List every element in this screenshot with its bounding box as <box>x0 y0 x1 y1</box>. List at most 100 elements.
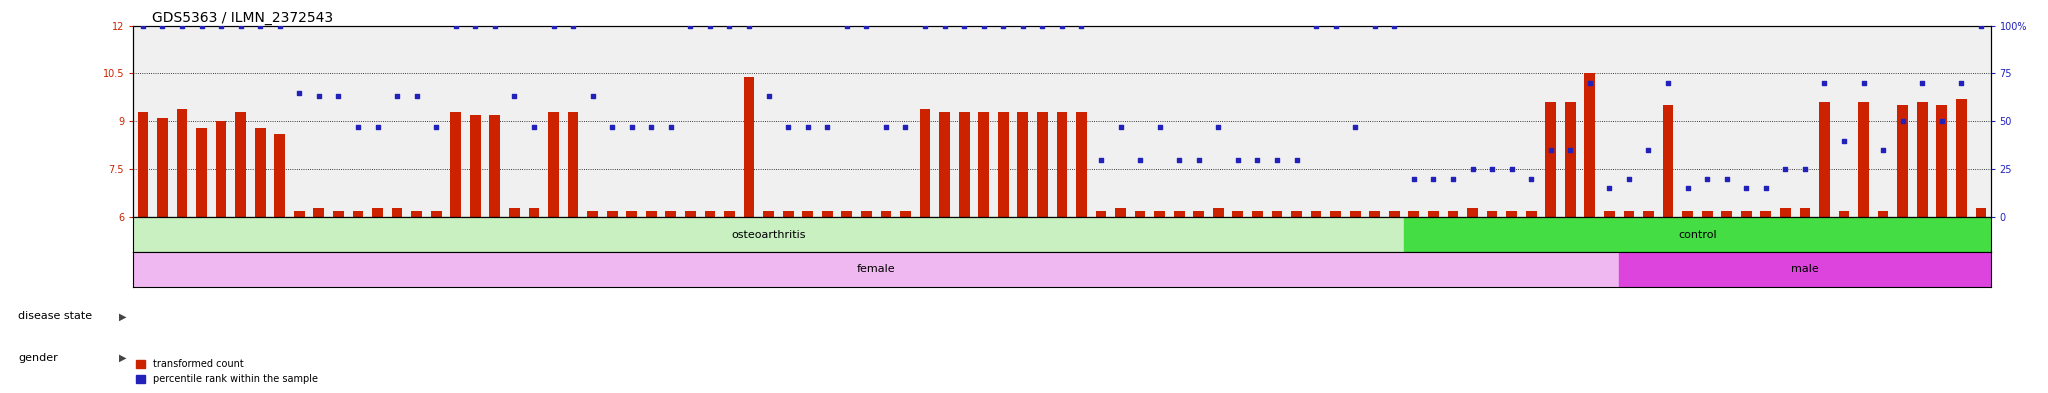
Bar <box>528 208 539 217</box>
Text: control: control <box>1677 230 1716 240</box>
Point <box>674 22 707 29</box>
Bar <box>1075 112 1087 217</box>
Bar <box>510 208 520 217</box>
Bar <box>197 128 207 217</box>
Point <box>1026 22 1059 29</box>
Bar <box>803 211 813 217</box>
Point <box>166 22 199 29</box>
Point <box>1163 156 1196 163</box>
Point <box>244 22 276 29</box>
Bar <box>1311 211 1321 217</box>
Point <box>889 124 922 130</box>
Point <box>440 22 473 29</box>
Bar <box>313 208 324 217</box>
Point <box>928 22 961 29</box>
Bar <box>979 112 989 217</box>
Bar <box>391 208 403 217</box>
Bar <box>684 211 696 217</box>
Point <box>967 22 999 29</box>
Point <box>1085 156 1118 163</box>
Point <box>1202 124 1235 130</box>
Bar <box>334 211 344 217</box>
Point <box>987 22 1020 29</box>
Point <box>1241 156 1274 163</box>
Bar <box>1526 211 1536 217</box>
Bar <box>133 252 1620 287</box>
Point <box>1534 147 1567 153</box>
Bar <box>1761 211 1772 217</box>
Point <box>1104 124 1137 130</box>
Point <box>1417 176 1450 182</box>
Text: ▶: ▶ <box>119 353 127 363</box>
Point <box>1964 22 1997 29</box>
Text: male: male <box>1792 264 1819 274</box>
Bar <box>627 211 637 217</box>
Bar <box>1135 211 1145 217</box>
Point <box>342 124 375 130</box>
Point <box>655 124 688 130</box>
Point <box>733 22 766 29</box>
Point <box>1262 156 1294 163</box>
Point <box>420 124 453 130</box>
Point <box>1006 22 1038 29</box>
Point <box>850 22 883 29</box>
Bar <box>1819 102 1829 217</box>
Point <box>283 90 315 96</box>
Bar <box>940 112 950 217</box>
Point <box>1808 80 1841 86</box>
Bar <box>1642 211 1655 217</box>
Bar <box>1917 102 1927 217</box>
Bar <box>352 211 362 217</box>
Point <box>1886 118 1919 125</box>
Point <box>479 22 512 29</box>
Bar <box>489 115 500 217</box>
Point <box>1477 166 1509 173</box>
Point <box>1671 185 1704 192</box>
Point <box>1827 138 1860 144</box>
Bar <box>1565 102 1575 217</box>
Point <box>1593 185 1626 192</box>
Point <box>596 124 629 130</box>
Point <box>1554 147 1587 153</box>
Bar <box>412 211 422 217</box>
Point <box>1710 176 1743 182</box>
Bar <box>705 211 715 217</box>
Bar <box>1233 211 1243 217</box>
Bar <box>1956 99 1966 217</box>
Bar <box>295 211 305 217</box>
Point <box>1065 22 1098 29</box>
Text: disease state: disease state <box>18 311 92 321</box>
Bar <box>1620 252 1991 287</box>
Point <box>1731 185 1763 192</box>
Bar <box>1720 211 1733 217</box>
Bar <box>1036 112 1049 217</box>
Text: GDS5363 / ILMN_2372543: GDS5363 / ILMN_2372543 <box>152 11 334 24</box>
Point <box>1632 147 1665 153</box>
Text: gender: gender <box>18 353 57 363</box>
Bar <box>1018 112 1028 217</box>
Bar <box>158 118 168 217</box>
Bar <box>176 108 186 217</box>
Point <box>1788 166 1821 173</box>
Legend: transformed count, percentile rank within the sample: transformed count, percentile rank withi… <box>131 356 322 388</box>
Bar <box>549 112 559 217</box>
Bar <box>782 211 793 217</box>
Point <box>870 124 903 130</box>
Point <box>1925 118 1958 125</box>
Bar <box>1448 211 1458 217</box>
Text: ▶: ▶ <box>119 311 127 321</box>
Bar <box>469 115 481 217</box>
Point <box>614 124 647 130</box>
Bar <box>920 108 930 217</box>
Point <box>811 124 844 130</box>
Bar <box>1466 208 1479 217</box>
Bar <box>1116 208 1126 217</box>
Bar <box>958 112 969 217</box>
Point <box>1280 156 1313 163</box>
Bar <box>1389 211 1399 217</box>
Bar <box>860 211 872 217</box>
Point <box>713 22 745 29</box>
Bar <box>1174 211 1184 217</box>
Bar <box>666 211 676 217</box>
Bar <box>764 211 774 217</box>
